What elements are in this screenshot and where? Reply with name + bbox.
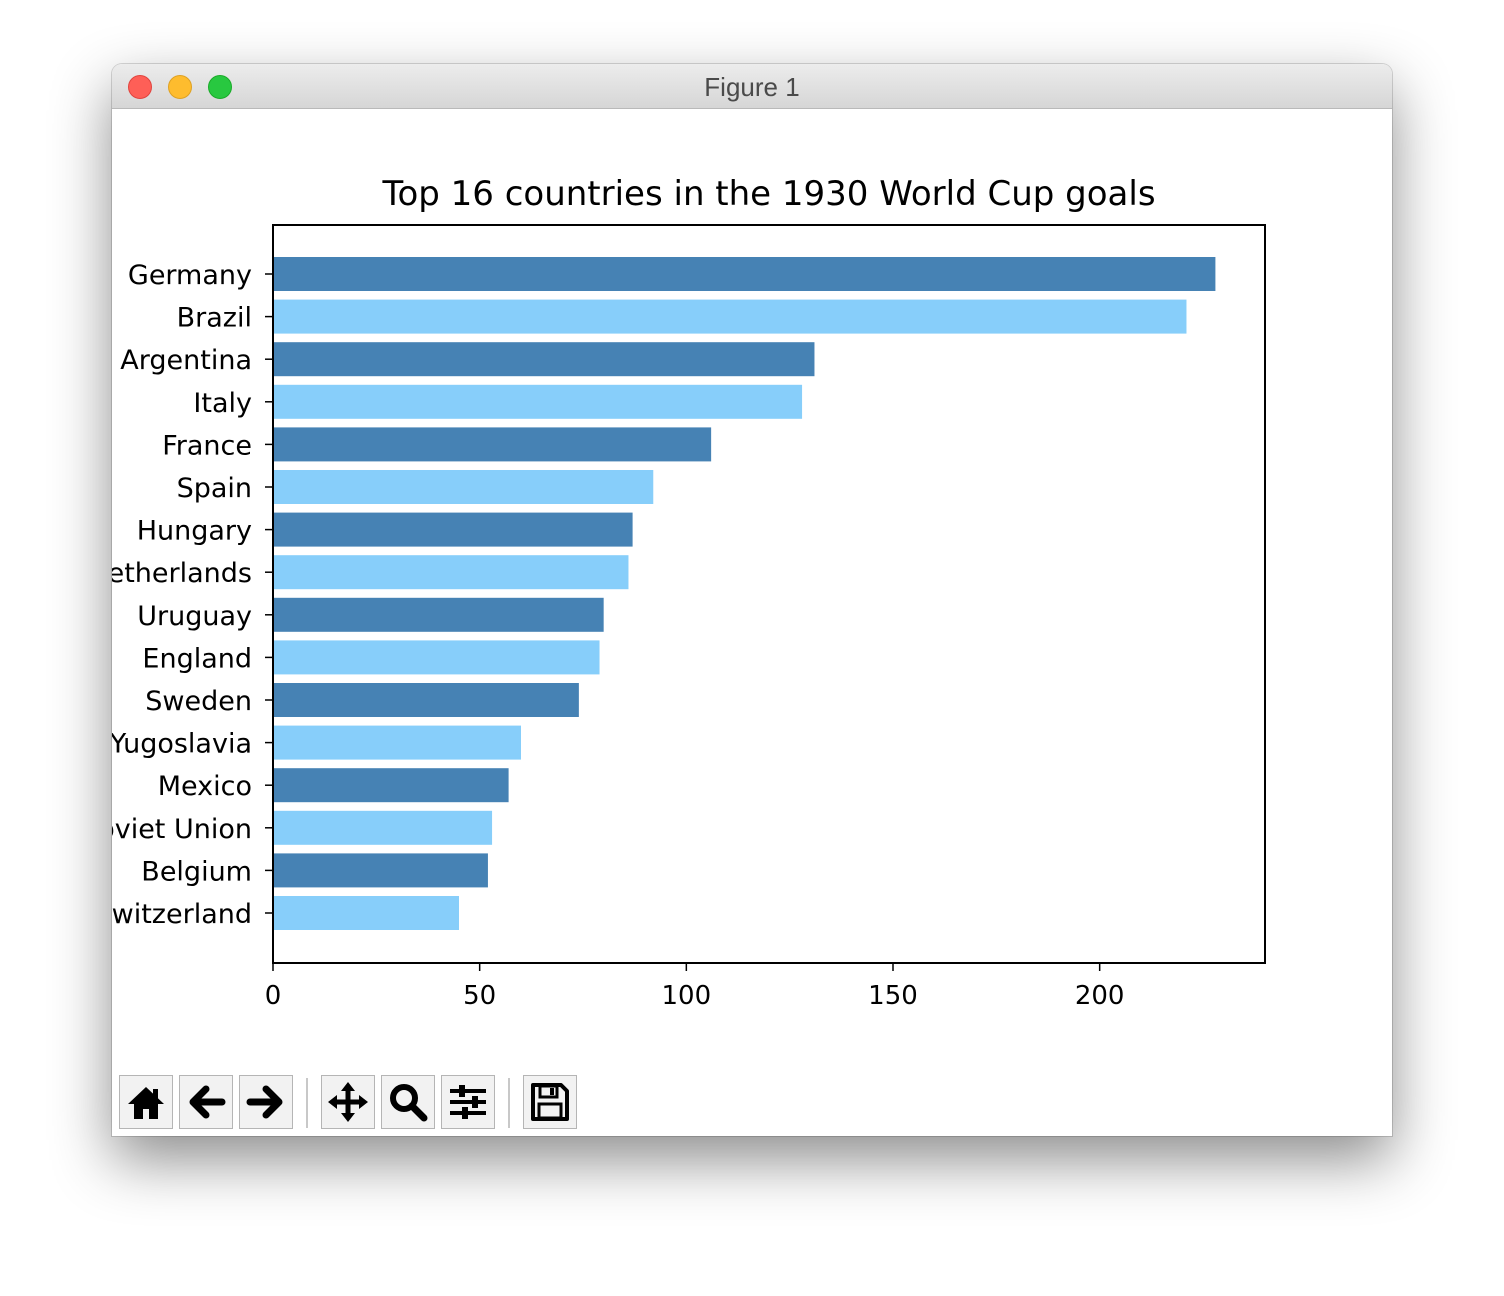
zoom-button[interactable] (381, 1075, 435, 1129)
minimize-button[interactable] (168, 75, 192, 99)
x-tick-label: 150 (868, 981, 918, 1011)
bar (273, 768, 509, 803)
home-icon (128, 1087, 164, 1119)
bar (273, 725, 521, 760)
back-button[interactable] (179, 1075, 233, 1129)
plot-frame (272, 224, 1266, 964)
y-tick-label: England (142, 643, 252, 674)
y-tick-label: France (162, 430, 252, 461)
sliders-icon (450, 1085, 486, 1119)
y-tick-label: Spain (177, 473, 252, 504)
navigation-toolbar (112, 1072, 1392, 1136)
bar (273, 555, 629, 590)
bar (273, 427, 712, 462)
bar (273, 810, 493, 845)
bar (273, 683, 579, 717)
bar (273, 342, 815, 377)
x-tick-label: 0 (265, 981, 282, 1011)
floppy-disk-icon (531, 1083, 569, 1121)
configure-subplots-button[interactable] (441, 1075, 495, 1129)
bar (273, 640, 600, 675)
y-tick-label: Switzerland (112, 899, 252, 930)
chart-title: Top 16 countries in the 1930 World Cup g… (381, 174, 1155, 214)
pan-button[interactable] (321, 1075, 375, 1129)
bar (273, 853, 488, 888)
y-tick-label: Brazil (177, 303, 252, 334)
bar-chart: Top 16 countries in the 1930 World Cup g… (112, 174, 1266, 1011)
bar (273, 299, 1187, 334)
y-tick-label: Sweden (145, 686, 252, 717)
x-tick-label: 200 (1075, 981, 1125, 1011)
close-button[interactable] (128, 75, 152, 99)
y-tick-label: Belgium (141, 856, 252, 887)
bar (273, 384, 803, 419)
arrow-left-icon (189, 1085, 226, 1119)
zoom-window-button[interactable] (208, 75, 232, 99)
arrow-right-icon (246, 1085, 283, 1119)
y-tick-label: Germany (128, 260, 252, 291)
move-icon (328, 1082, 368, 1122)
y-tick-label: Italy (193, 388, 252, 419)
y-tick-label: Soviet Union (112, 814, 252, 845)
y-tick-label: Yugoslavia (112, 729, 252, 760)
y-tick-label: Netherlands (112, 558, 252, 589)
y-tick-label: Hungary (137, 516, 252, 547)
title-bar: Figure 1 (112, 64, 1392, 109)
y-tick-label: Uruguay (137, 601, 252, 632)
bar (273, 470, 654, 504)
figure-window: Figure 1 Top 16 countries in the 1930 Wo… (112, 64, 1392, 1136)
x-tick-label: 50 (463, 981, 496, 1011)
y-tick-label: Argentina (120, 345, 252, 376)
home-button[interactable] (119, 1075, 173, 1129)
x-tick-label: 100 (662, 981, 712, 1011)
window-title: Figure 1 (704, 72, 800, 102)
figure-canvas[interactable]: Top 16 countries in the 1930 World Cup g… (112, 108, 1392, 1088)
bar (273, 896, 459, 930)
bar (273, 257, 1216, 291)
toolbar-separator (508, 1078, 510, 1128)
toolbar-separator (306, 1078, 308, 1128)
forward-button[interactable] (239, 1075, 293, 1129)
y-tick-label: Mexico (158, 771, 252, 802)
save-button[interactable] (523, 1075, 577, 1129)
magnifier-icon (390, 1084, 428, 1122)
bar (273, 597, 604, 632)
bar (273, 512, 633, 547)
